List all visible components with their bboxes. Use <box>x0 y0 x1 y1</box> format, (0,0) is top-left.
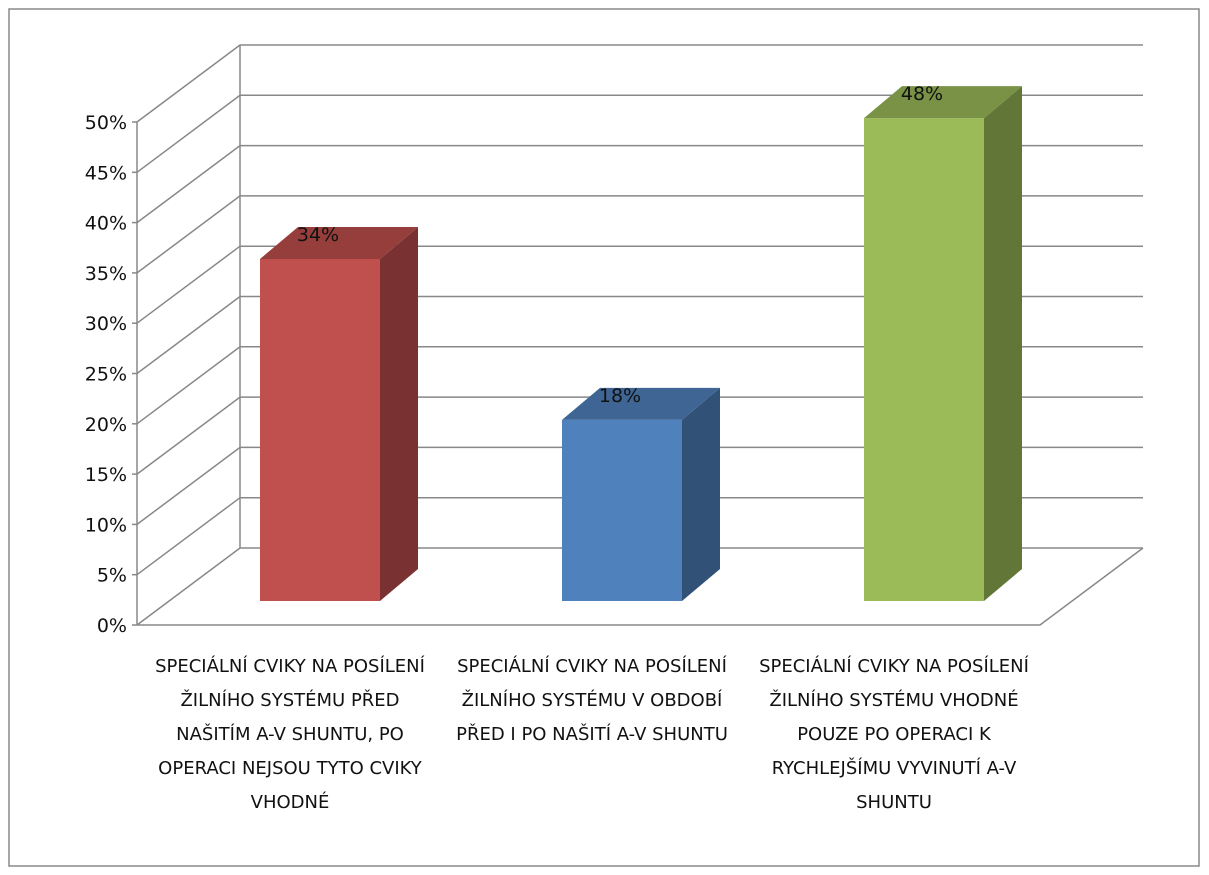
y-tick-label: 30% <box>85 313 127 335</box>
y-tick-label: 25% <box>85 364 127 386</box>
bar-front <box>562 419 682 601</box>
y-tick-label: 40% <box>85 213 127 235</box>
grid-line <box>136 144 1143 224</box>
y-tick-label: 50% <box>85 112 127 134</box>
bar-side <box>380 226 418 601</box>
grid-line <box>136 295 1143 375</box>
floor-edge <box>137 547 1144 626</box>
grid-line <box>136 547 1143 626</box>
y-tick-label: 15% <box>85 464 127 486</box>
y-tick-label: 5% <box>97 565 127 587</box>
grid-line <box>136 496 1143 576</box>
x-tick-label: SPECIÁLNÍ CVIKY NA POSÍLENÍ ŽILNÍHO SYST… <box>759 656 1029 813</box>
y-tick-label: 0% <box>97 615 127 637</box>
bar-side <box>682 387 720 601</box>
x-tick-label: SPECIÁLNÍ CVIKY NA POSÍLENÍ ŽILNÍHO SYST… <box>155 656 425 813</box>
y-tick-label: 20% <box>85 414 127 436</box>
x-tick-label: SPECIÁLNÍ CVIKY NA POSÍLENÍ ŽILNÍHO SYST… <box>456 656 728 745</box>
bar-top <box>864 86 1022 119</box>
grid-line <box>136 245 1143 324</box>
grid-line <box>136 396 1143 475</box>
value-label: 48% <box>901 83 943 105</box>
value-label: 34% <box>297 224 339 246</box>
grid-line <box>136 94 1143 173</box>
bar-front <box>260 258 380 601</box>
bar-side <box>984 86 1022 602</box>
grid-line <box>136 195 1143 274</box>
y-tick-label: 35% <box>85 263 127 285</box>
bar-top <box>562 387 720 420</box>
chart-border <box>8 8 1200 867</box>
y-tick-label: 10% <box>85 514 127 536</box>
grid-line <box>136 446 1143 526</box>
grid-line <box>136 44 1143 123</box>
bar-front <box>864 118 984 602</box>
bar-top <box>260 226 418 259</box>
value-label: 18% <box>599 385 641 407</box>
grid-line <box>136 346 1143 425</box>
y-tick-label: 45% <box>85 162 127 184</box>
